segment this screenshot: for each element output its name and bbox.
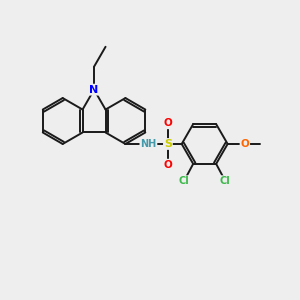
Text: NH: NH [140, 139, 157, 149]
Text: Cl: Cl [178, 176, 189, 186]
Text: O: O [164, 160, 172, 170]
Text: O: O [164, 118, 172, 128]
Text: N: N [89, 85, 99, 94]
Text: O: O [241, 139, 249, 149]
Text: Cl: Cl [220, 176, 231, 186]
Text: S: S [164, 139, 172, 149]
